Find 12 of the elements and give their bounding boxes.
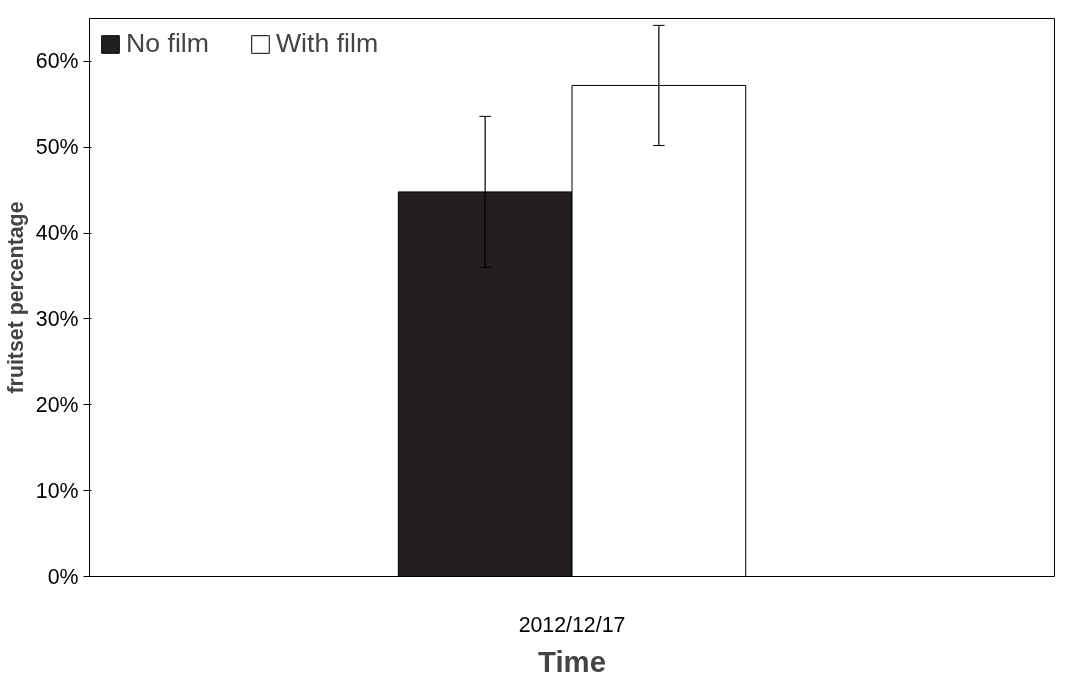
y-tick-label: 50%: [35, 135, 79, 160]
y-tick-label: 60%: [35, 49, 79, 74]
y-tick-label: 10%: [35, 478, 79, 503]
y-tick-label: 20%: [35, 392, 79, 417]
legend-label: No film: [126, 28, 209, 59]
y-tick-label: 40%: [35, 221, 79, 246]
x-axis-title: Time: [538, 644, 606, 678]
y-tick-label: 30%: [35, 306, 79, 331]
legend-label: With film: [275, 28, 379, 59]
y-tick-label: 0%: [47, 564, 79, 589]
x-tick-label: 2012/12/17: [518, 612, 626, 637]
y-axis-title: fruitset percentage: [3, 201, 28, 394]
